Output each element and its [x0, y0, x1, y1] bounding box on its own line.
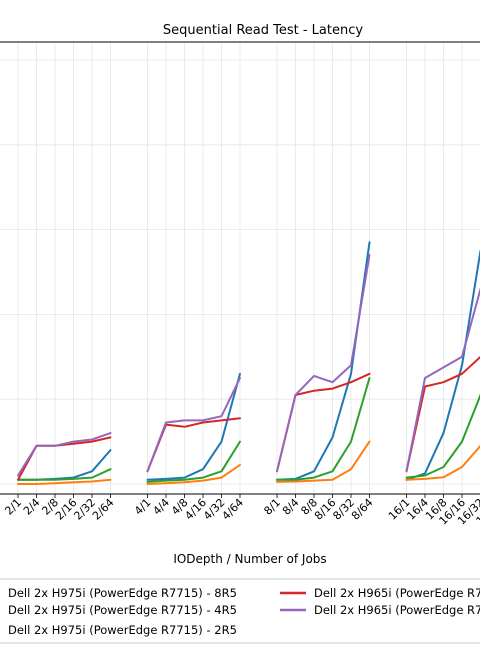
x-tick-label: 8/64 — [349, 496, 376, 523]
x-tick-label: 4/64 — [219, 496, 246, 523]
chart-title: Sequential Read Test - Latency — [163, 23, 363, 38]
series-line — [146, 463, 241, 485]
legend-entry: Dell 2x H975i (PowerEdge R7715) - 8R5 — [8, 586, 237, 600]
series-line — [405, 394, 480, 479]
series-line — [276, 241, 371, 481]
legend: Dell 2x H975i (PowerEdge R7715) - 8R5 Del… — [0, 578, 480, 644]
series-line — [276, 254, 371, 473]
x-tick-labels: 2/12/42/82/162/322/64 4/14/44/84/164/324/… — [2, 494, 480, 528]
legend-entry: Dell 2x H975i (PowerEdge R7715) - 4R5 — [8, 603, 237, 617]
x-axis-label: IODepth / Number of Jobs — [173, 552, 326, 566]
x-tick-label: 2/64 — [90, 496, 117, 523]
legend-entry: Dell 2x H965i (PowerEdge R7515) - 4R5 — [314, 603, 480, 617]
series-line — [276, 440, 371, 483]
x-tick-label: 2/4 — [21, 496, 43, 518]
series-line — [405, 355, 480, 473]
x-tick-label: 2/1 — [2, 496, 24, 518]
series-line — [405, 288, 480, 473]
series-line — [17, 432, 112, 477]
series-lines — [17, 241, 480, 485]
series-line — [17, 468, 112, 481]
legend-entry: Dell 2x H975i (PowerEdge R7715) - 2R5 — [8, 623, 237, 637]
series-line — [17, 478, 112, 485]
series-line — [146, 372, 241, 481]
legend-box — [0, 578, 480, 644]
series-line — [276, 377, 371, 481]
x-tick-label: 8/4 — [280, 496, 302, 518]
x-tick-label: 4/1 — [132, 496, 154, 518]
legend-entry: Dell 2x H965i (PowerEdge R7515) - 8R5 — [314, 586, 480, 600]
series-line — [146, 377, 241, 473]
series-line — [146, 440, 241, 483]
series-line — [405, 444, 480, 481]
x-tick-label: 8/1 — [261, 496, 283, 518]
grid — [0, 42, 480, 494]
x-tick-label: 4/4 — [150, 496, 172, 518]
series-line — [405, 249, 480, 481]
